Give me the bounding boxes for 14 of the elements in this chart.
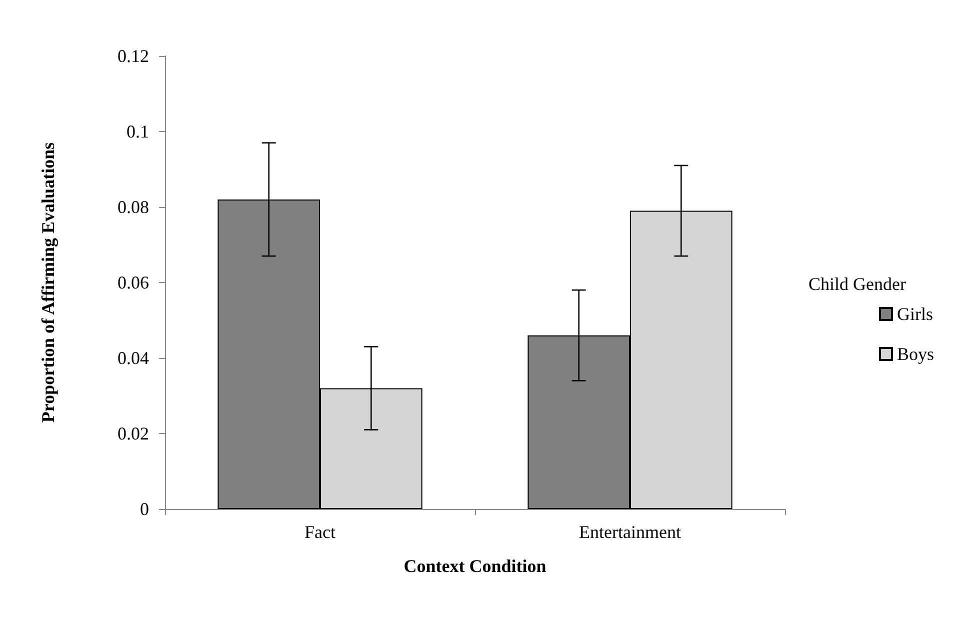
y-tick-label: 0.1 — [126, 122, 149, 142]
x-axis-title: Context Condition — [404, 556, 546, 576]
x-tick-label: Entertainment — [579, 522, 681, 542]
y-tick-label: 0 — [140, 499, 149, 519]
y-tick-label: 0.12 — [118, 46, 149, 66]
y-tick-label: 0.06 — [118, 272, 149, 292]
y-axis-title: Proportion of Affirming Evaluations — [38, 142, 58, 423]
legend-label: Girls — [896, 304, 933, 324]
legend-label: Boys — [896, 344, 934, 364]
y-tick-label: 0.04 — [118, 348, 149, 368]
legend-title: Child Gender — [808, 274, 906, 294]
x-tick-label: Fact — [304, 522, 336, 542]
y-tick-label: 0.02 — [118, 424, 149, 444]
y-tick-label: 0.08 — [118, 197, 149, 217]
